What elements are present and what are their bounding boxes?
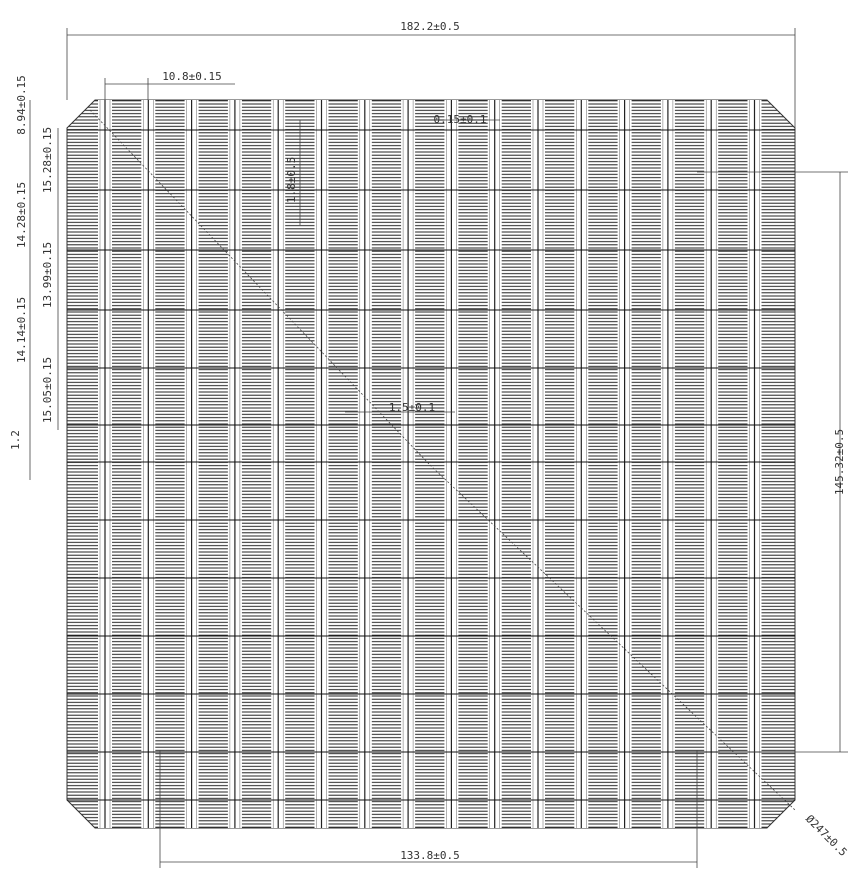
dim-label: 15.05±0.15 — [41, 357, 54, 423]
dim-label: Ø247±0.5 — [803, 812, 848, 859]
dim-label: 13.99±0.15 — [41, 242, 54, 308]
dim-label: 1.2 — [9, 430, 22, 450]
dim-label: 10.8±0.15 — [162, 70, 222, 83]
dim-label: 1.8±0.5 — [285, 157, 298, 203]
dim-label: 133.8±0.5 — [400, 849, 460, 862]
cell-outline — [66, 99, 796, 829]
dim-label: 0.15±0.1 — [434, 113, 487, 126]
dim-label: 14.28±0.15 — [15, 182, 28, 248]
dimension-lines — [29, 28, 848, 868]
dim-label: 14.14±0.15 — [15, 297, 28, 363]
dim-label: 182.2±0.5 — [400, 20, 460, 33]
dim-label: 145.32±0.5 — [833, 429, 846, 495]
dim-label: 1.5±0.1 — [389, 401, 435, 414]
busbars — [67, 100, 795, 828]
solar-cell — [66, 99, 796, 829]
dim-label: 8.94±0.15 — [15, 75, 28, 135]
dim-label: 15.28±0.15 — [41, 127, 54, 193]
diagonal — [89, 109, 431, 466]
